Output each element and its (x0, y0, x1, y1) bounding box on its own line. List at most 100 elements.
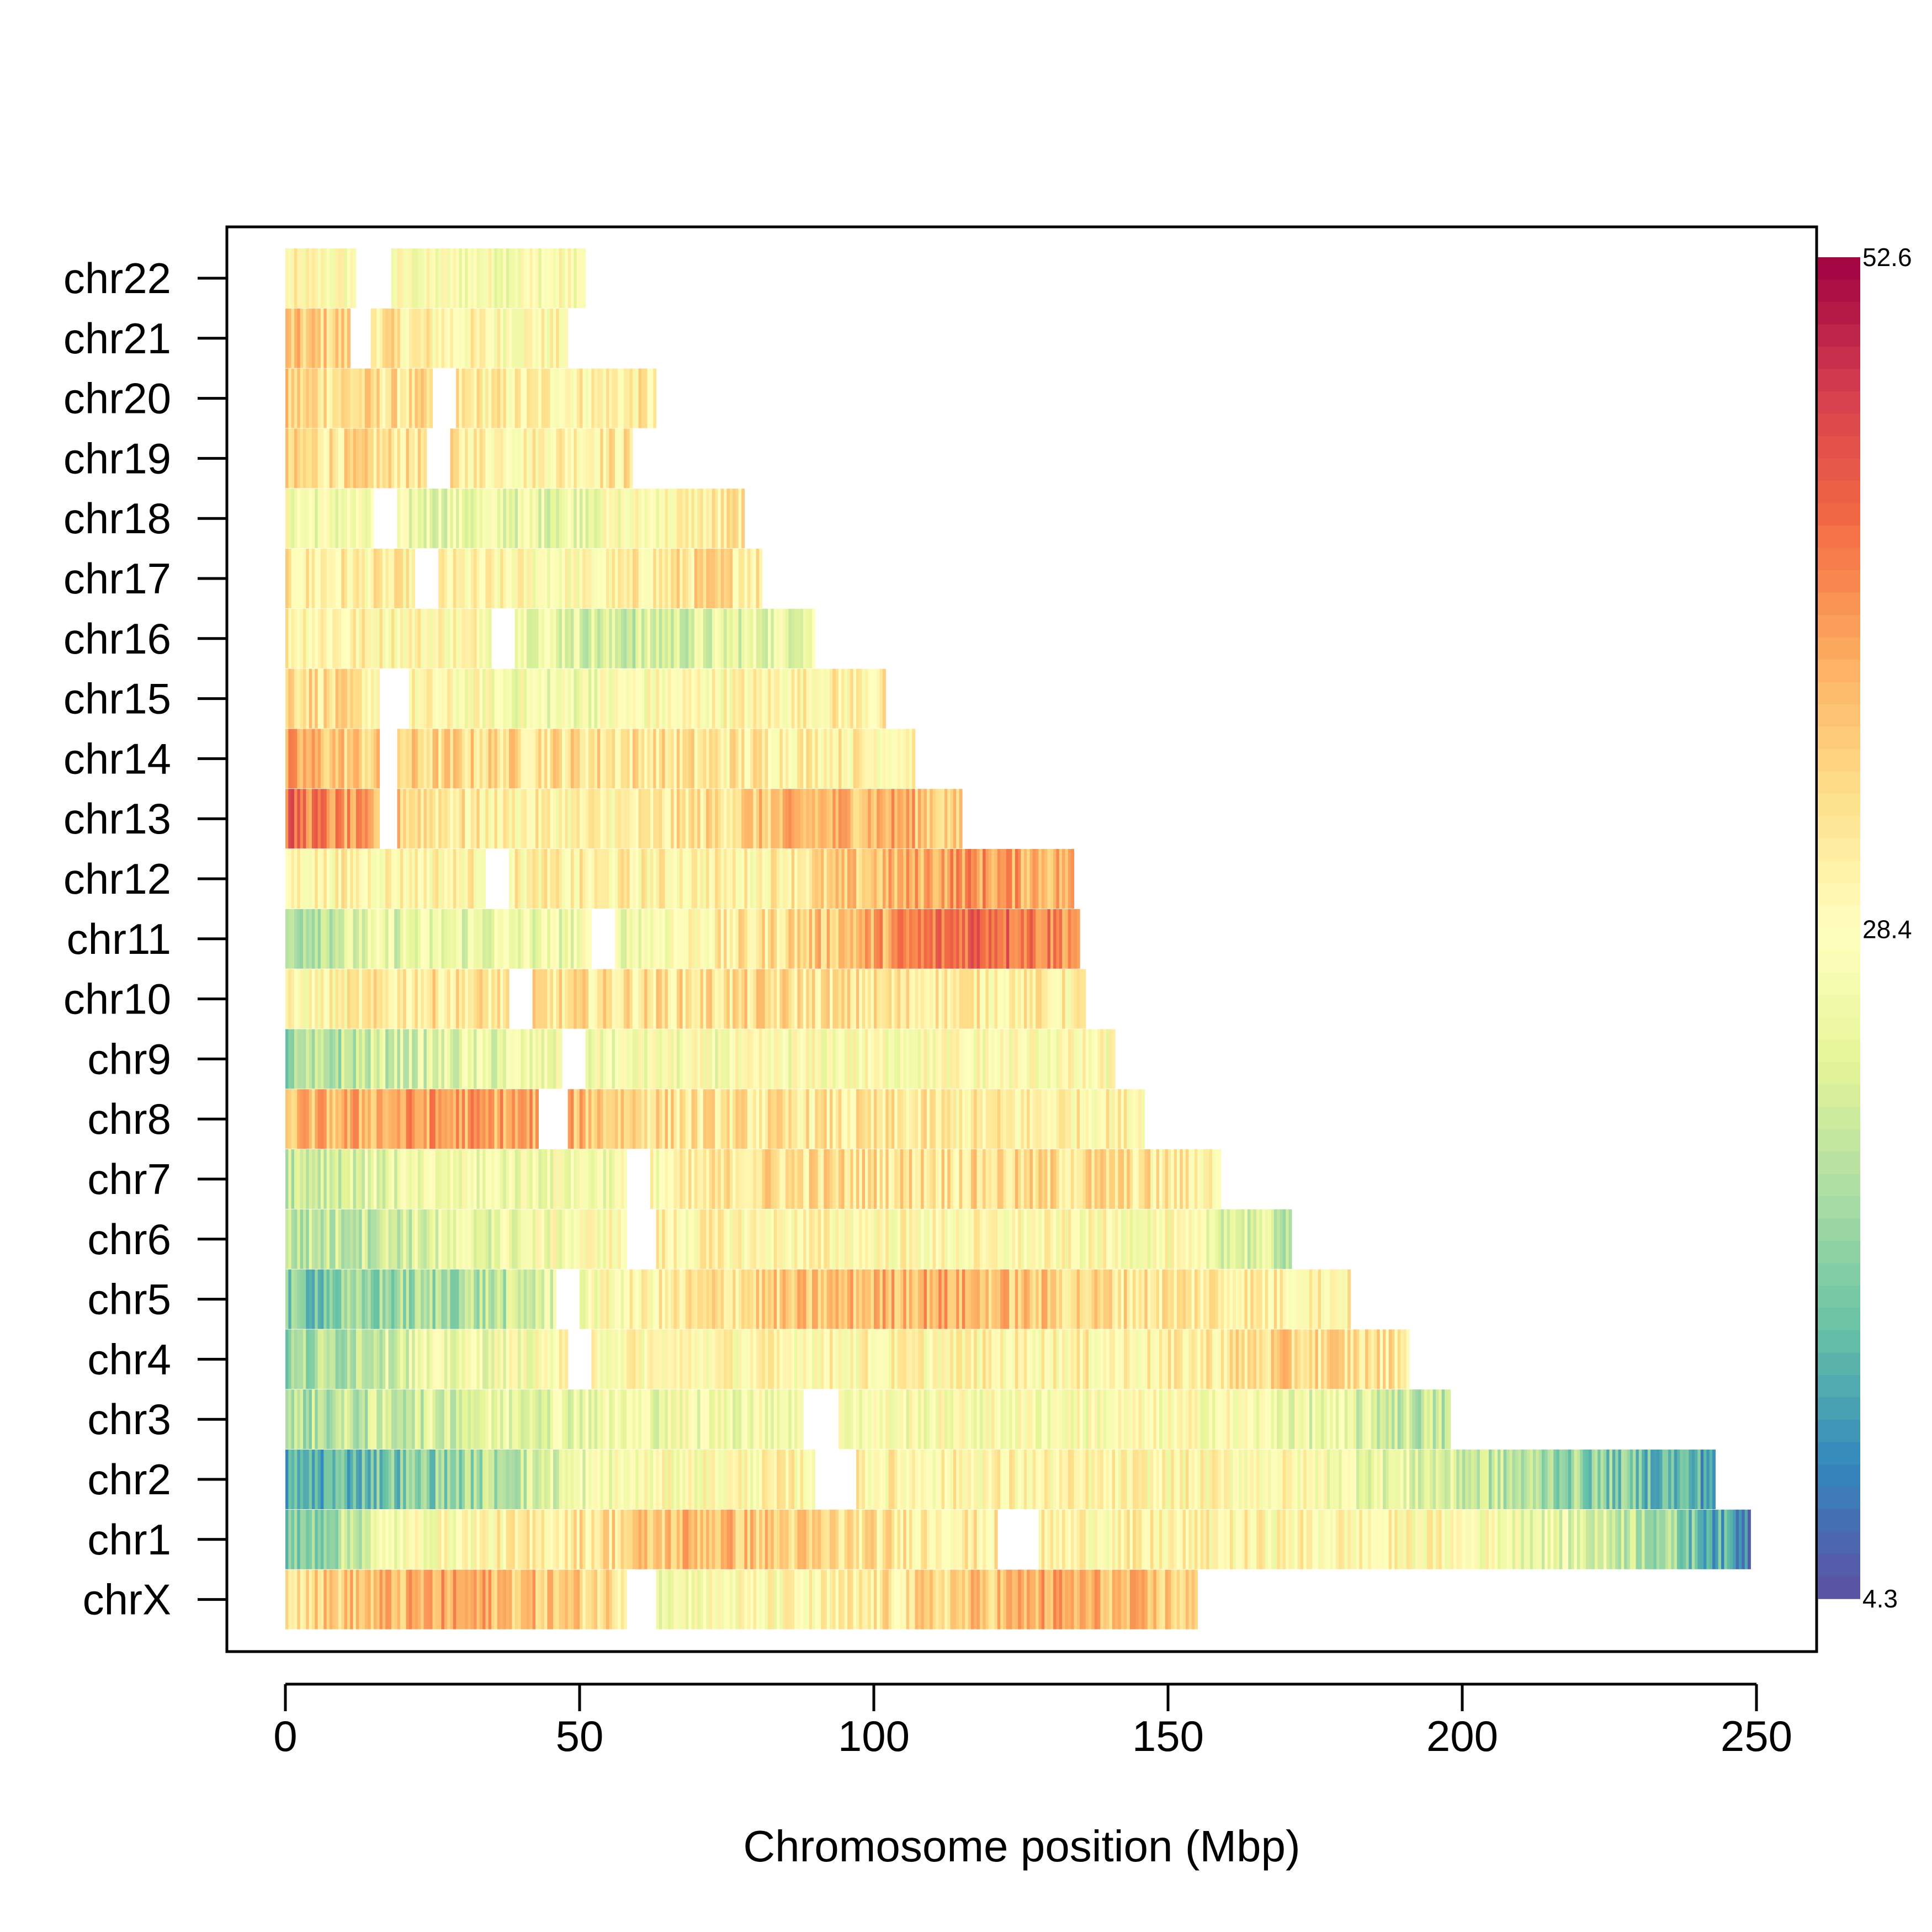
heat-cell (983, 1029, 986, 1089)
heat-cell (632, 1450, 636, 1509)
heat-cell (1006, 1329, 1010, 1389)
heat-cell (315, 1389, 319, 1450)
heat-cell (323, 1389, 327, 1450)
heat-cell (706, 729, 710, 789)
heat-cell (1068, 1089, 1071, 1149)
heat-cell (1124, 1149, 1127, 1209)
heat-cell (612, 549, 615, 608)
heat-cell (1333, 1269, 1336, 1329)
heat-cell (847, 789, 851, 849)
heat-cell (1109, 1149, 1113, 1209)
heat-cell (500, 909, 504, 969)
heat-cell (715, 1209, 719, 1269)
heat-cell (438, 608, 442, 668)
heat-cell (394, 1450, 398, 1509)
heat-cell (1041, 1209, 1045, 1269)
heat-cell (859, 1029, 863, 1089)
heat-cell (912, 1089, 916, 1149)
heat-cell (1218, 1269, 1222, 1329)
heat-cell (1268, 1389, 1272, 1450)
heat-cell (1006, 1450, 1010, 1509)
heat-cell (662, 1029, 666, 1089)
heat-cell (302, 729, 306, 789)
heat-cell (871, 729, 874, 789)
heat-cell (753, 849, 757, 909)
heat-cell (373, 368, 377, 428)
heat-cell (388, 1029, 392, 1089)
heat-cell (983, 849, 986, 909)
heat-cell (614, 1269, 618, 1329)
heat-cell (1294, 1389, 1298, 1450)
heat-cell (600, 668, 604, 729)
heat-cell (362, 368, 365, 428)
heat-cell (891, 909, 895, 969)
heat-cell (406, 248, 410, 308)
heat-cell (765, 849, 768, 909)
heat-cell (888, 1209, 892, 1269)
heat-cell (1006, 849, 1010, 909)
heat-cell (791, 729, 795, 789)
heat-cell (1185, 1269, 1189, 1329)
heat-cell (629, 1089, 633, 1149)
heat-cell (1171, 1269, 1175, 1329)
heat-cell (447, 849, 451, 909)
heat-cell (697, 608, 701, 668)
heat-cell (832, 1269, 836, 1329)
heat-cell (1062, 1209, 1066, 1269)
heat-cell (294, 489, 298, 549)
heat-cell (382, 1149, 386, 1209)
heat-cell (762, 1329, 766, 1389)
heat-cell (494, 909, 498, 969)
heat-cell (912, 849, 916, 909)
heat-cell (362, 1269, 365, 1329)
heat-cell (335, 608, 339, 668)
heat-cell (509, 849, 513, 909)
heat-cell (824, 1149, 827, 1209)
heat-cell (408, 368, 412, 428)
heat-cell (1074, 1149, 1078, 1209)
heat-cell (309, 489, 312, 549)
heat-cell (350, 1269, 354, 1329)
heat-cell (874, 1209, 877, 1269)
heat-cell (494, 308, 498, 368)
heat-cell (809, 668, 813, 729)
heat-cell (647, 969, 651, 1029)
heat-cell (618, 489, 622, 549)
heat-cell (797, 969, 801, 1029)
heat-cell (1053, 1089, 1057, 1149)
heat-cell (476, 789, 480, 849)
heat-cell (382, 909, 386, 969)
heat-cell (450, 789, 454, 849)
heat-cell (1271, 1269, 1275, 1329)
heat-cell (650, 1029, 654, 1089)
heat-cell (985, 1389, 989, 1450)
heat-cell (585, 368, 589, 428)
heat-cell (768, 1269, 772, 1329)
heat-cell (362, 1329, 365, 1389)
heat-cell (612, 1269, 615, 1329)
heat-cell (641, 668, 645, 729)
heat-cell (1115, 1089, 1118, 1149)
heat-cell (974, 849, 978, 909)
heat-cell (1023, 1149, 1027, 1209)
heat-cell (915, 1329, 919, 1389)
heat-cell (588, 489, 592, 549)
heat-cell (726, 909, 730, 969)
heat-cell (415, 1089, 418, 1149)
heat-cell (1021, 1389, 1025, 1450)
heat-cell (712, 549, 715, 608)
heat-cell (370, 1029, 374, 1089)
heat-cell (379, 969, 383, 1029)
heat-cell (809, 849, 813, 909)
heat-cell (485, 608, 489, 668)
heat-cell (491, 729, 495, 789)
heat-cell (850, 969, 854, 1029)
heat-cell (317, 489, 321, 549)
heat-cell (509, 789, 513, 849)
heat-cell (544, 1329, 548, 1389)
heat-cell (703, 1450, 707, 1509)
heat-cell (541, 549, 545, 608)
heat-cell (468, 729, 471, 789)
heat-cell (809, 1269, 813, 1329)
heat-cell (603, 428, 607, 489)
